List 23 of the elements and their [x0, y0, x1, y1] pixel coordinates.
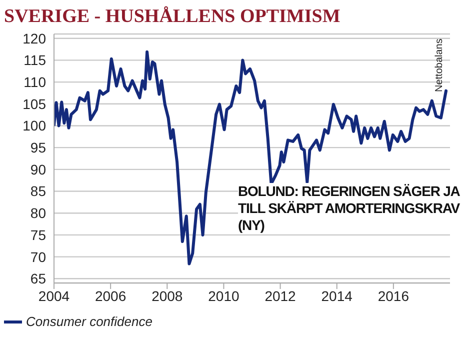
- x-tick-label: 2008: [152, 288, 183, 304]
- y-tick-label: 90: [30, 161, 46, 178]
- y-axis-title: Nettobalans: [434, 38, 445, 92]
- y-tick-label: 110: [24, 74, 46, 90]
- x-tick-label: 2016: [378, 288, 410, 304]
- y-tick-label: 70: [30, 248, 46, 265]
- y-tick-label: 75: [30, 226, 46, 243]
- chart-title: SVERIGE - HUSHÅLLENS OPTIMISM: [4, 6, 340, 28]
- y-tick-label: 105: [22, 96, 46, 112]
- x-tick-label: 2010: [208, 288, 240, 304]
- annotation: BOLUND: REGERINGEN SÄGER JA TILL SKÄRPT AMORTERINGSKRAV (NY): [238, 183, 463, 234]
- y-tick-label: 80: [30, 205, 46, 222]
- y-tick-label: 85: [30, 183, 46, 200]
- x-tick-label: 2004: [38, 288, 70, 304]
- y-tick-label: 65: [30, 270, 46, 287]
- x-tick-label: 2014: [321, 288, 353, 304]
- x-tick-label: 2006: [94, 288, 126, 304]
- x-tick-label: 2012: [264, 288, 296, 304]
- y-tick-label: 115: [24, 52, 46, 68]
- y-tick-label: 100: [22, 118, 46, 134]
- y-tick-label: 95: [30, 140, 46, 156]
- y-tick-label: 120: [22, 30, 46, 46]
- legend-label: Consumer confidence: [26, 314, 152, 329]
